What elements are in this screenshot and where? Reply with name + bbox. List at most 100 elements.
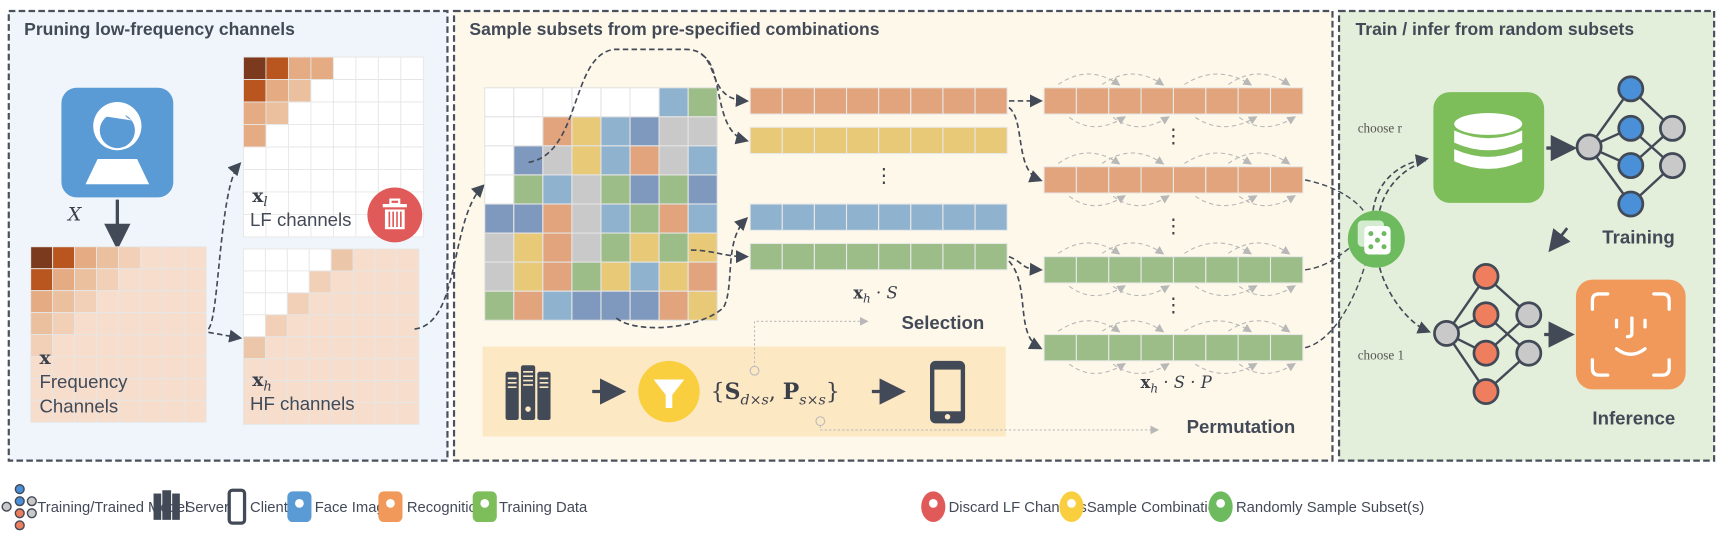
grid-cell [30, 312, 54, 335]
matrix-cell [600, 203, 631, 234]
grid-cell [30, 268, 54, 292]
matrix-cell [658, 203, 689, 234]
grid-cell [243, 56, 267, 80]
grid-cell [161, 268, 185, 292]
grid-cell [396, 358, 420, 382]
grid-cell [243, 101, 267, 125]
subset-cell [1043, 166, 1077, 194]
arrow-choose-1 [1378, 267, 1431, 334]
matrix-cell [484, 145, 515, 176]
grid-cell [265, 56, 289, 80]
matrix-cell [513, 290, 544, 321]
subset-cell [910, 87, 944, 115]
grid-cell [74, 246, 97, 270]
network-node [1472, 378, 1500, 405]
grid-cell [243, 270, 266, 294]
legend-node [14, 496, 25, 507]
matrix-cell [658, 174, 689, 205]
face-image-icon [61, 87, 174, 198]
subset-cell [813, 242, 848, 271]
matrix-cell [658, 87, 689, 118]
subset-cell [1269, 333, 1304, 362]
subset-cell [1269, 166, 1304, 194]
dice-icon [1208, 491, 1233, 523]
grid-cell [396, 336, 420, 360]
training-label: Training [1602, 226, 1674, 247]
arrow-permute-2 [1008, 106, 1043, 183]
grid-cell [118, 399, 141, 423]
network-node [1659, 114, 1686, 142]
grid-cell [377, 124, 402, 148]
subset-cell [781, 242, 815, 271]
legend-label: Discard LF Channels [949, 500, 1087, 516]
grid-cell [96, 268, 119, 292]
grid-cell [183, 246, 207, 270]
subset-cell [910, 126, 944, 155]
grid-cell [52, 334, 76, 357]
ellipsis-selection: ⋮ [874, 164, 894, 187]
grid-cell [139, 334, 163, 357]
matrix-cell [542, 145, 573, 176]
grid-cell [308, 336, 332, 360]
subset-cell [942, 87, 976, 115]
subset-cell [1075, 87, 1110, 115]
grid-cell [243, 124, 267, 148]
grid-cell [310, 56, 334, 80]
grid-cell [243, 314, 266, 338]
subset-cell [1075, 256, 1110, 284]
arrow-to-lf [207, 162, 242, 330]
inference-label: Inference [1592, 407, 1675, 428]
subset-cell [878, 203, 912, 231]
subset-cell [974, 87, 1008, 115]
network-node [1472, 301, 1500, 329]
network-node [1472, 262, 1500, 290]
grid-cell [139, 377, 163, 401]
ellipsis-perm-1: ⋮ [1164, 125, 1184, 148]
matrix-cell [658, 261, 689, 292]
grid-cell [161, 246, 185, 270]
matrix-cell [629, 232, 660, 263]
grid-cell [332, 56, 357, 80]
subset-cell [1140, 166, 1175, 194]
subset-cell [942, 126, 976, 155]
matrix-cell [484, 174, 515, 205]
face-image-icon [287, 491, 312, 523]
grid-cell [287, 79, 312, 103]
subset-cell [1205, 256, 1239, 284]
grid-cell [400, 169, 424, 193]
swap-arc [1195, 285, 1258, 297]
subset-cell [1075, 166, 1110, 194]
grid-cell [139, 268, 163, 292]
grid-cell [400, 146, 424, 170]
subset-cell [1269, 256, 1304, 284]
legend-icon-glyph [480, 499, 490, 508]
arrow-to-hf [208, 329, 243, 343]
subset-cell [813, 87, 848, 115]
grid-cell [183, 334, 207, 357]
neural-network-icon [1, 484, 37, 531]
subset-cell [1043, 256, 1077, 284]
grid-cell [161, 356, 185, 379]
legend-icon-glyph [928, 499, 938, 508]
grid-cell [264, 270, 288, 294]
grid-cell [352, 292, 376, 316]
swap-arc [1101, 73, 1165, 86]
grid-cell [355, 124, 379, 148]
choose-1-label: choose 1 [1358, 348, 1404, 363]
subset-cell [1205, 87, 1239, 115]
grid-cell [330, 270, 354, 294]
hf-var-label: xh [252, 369, 272, 394]
subset-cell [1205, 166, 1239, 194]
link-subset-2 [1304, 263, 1367, 349]
swap-arc [1195, 363, 1258, 374]
subset-cell [845, 242, 880, 271]
phone-body [227, 488, 247, 525]
grid-cell [355, 169, 379, 193]
grid-cell [243, 146, 267, 170]
subset-cell [1237, 256, 1272, 284]
network-node [1472, 339, 1500, 367]
grid-cell [308, 314, 332, 338]
funnel-icon [638, 360, 700, 423]
choose-r-label: choose r [1358, 121, 1403, 136]
matrix-cell [484, 116, 515, 147]
